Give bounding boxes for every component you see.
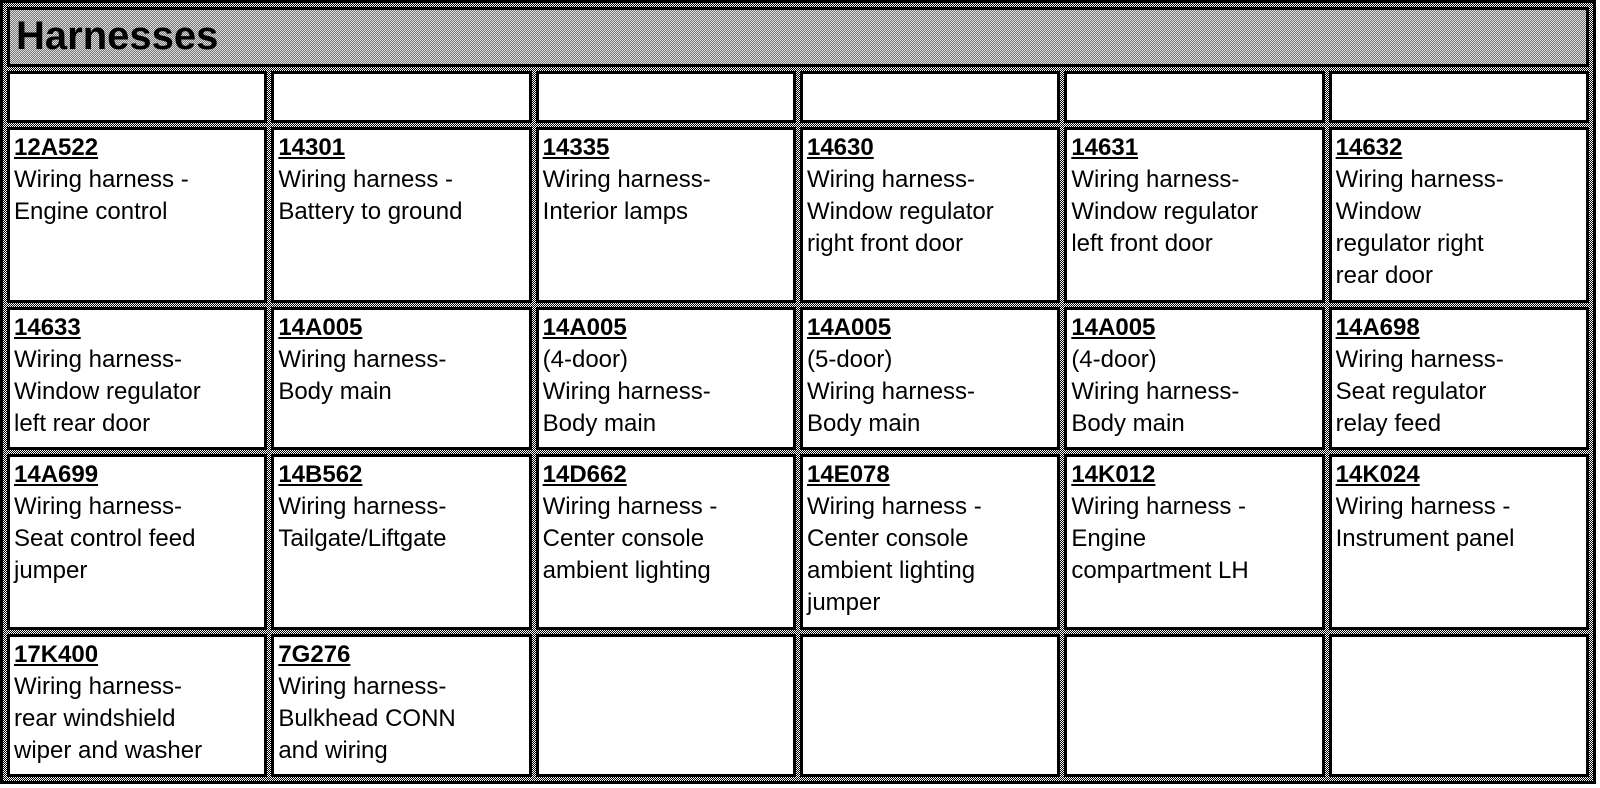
header-cell (7, 71, 268, 123)
harness-code-link[interactable]: 14D662 (542, 460, 627, 488)
harness-code-link[interactable]: 7G276 (278, 641, 351, 669)
harness-code-link[interactable]: 14K012 (1071, 460, 1156, 488)
harness-description: Wiring harness - Center console ambient … (806, 492, 982, 616)
empty-cell (535, 634, 796, 777)
harness-cell: 14A005 (4-door) Wiring harness- Body main (1064, 307, 1325, 450)
harness-code-link[interactable]: 14A005 (1071, 314, 1156, 341)
harness-cell: 14A005 (4-door) Wiring harness- Body main (535, 307, 796, 450)
header-row (7, 71, 1589, 123)
harness-description: Wiring harness- Window regulator left fr… (1071, 165, 1259, 257)
harness-cell: 14E078 Wiring harness - Center console am… (799, 453, 1061, 631)
harness-description: Wiring harness- Body main (278, 346, 447, 405)
harness-cell: 14301 Wiring harness - Battery to ground (271, 126, 532, 303)
table-row: 14633 Wiring harness- Window regulator le… (7, 307, 1589, 450)
empty-cell (799, 634, 1061, 777)
harness-code-link[interactable]: 14301 (278, 133, 346, 161)
harness-description: Wiring harness- Window regulator left re… (14, 346, 201, 437)
empty-cell (1064, 634, 1325, 777)
header-cell (1328, 71, 1589, 123)
harness-code-link[interactable]: 14632 (1335, 133, 1403, 161)
harness-description: Wiring harness- Tailgate/Liftgate (278, 492, 447, 552)
harness-description: Wiring harness- Window regulator right f… (806, 165, 994, 257)
header-cell (1064, 71, 1325, 123)
harness-description: Wiring harness - Engine control (14, 165, 189, 225)
harness-cell: 14A699 Wiring harness- Seat control feed … (7, 453, 268, 631)
harness-cell: 14K024 Wiring harness - Instrument panel (1328, 453, 1589, 631)
harnesses-table: Harnesses 12A522 Wiring harness - Engine … (3, 3, 1593, 781)
harness-description: Wiring harness - Battery to ground (278, 165, 463, 225)
harness-description: Wiring harness- Seat regulator relay fee… (1335, 346, 1504, 437)
harness-code-link[interactable]: 14335 (542, 133, 610, 161)
harness-code-link[interactable]: 14631 (1071, 133, 1139, 161)
header-cell (799, 71, 1061, 123)
harness-description: Wiring harness- Window regulator right r… (1335, 165, 1504, 289)
harness-description: Wiring harness - Engine compartment LH (1071, 492, 1249, 584)
harness-code-link[interactable]: 14A699 (14, 460, 99, 488)
harness-description: Wiring harness- Seat control feed jumper (14, 492, 196, 584)
harness-code-link[interactable]: 14A698 (1335, 314, 1420, 341)
harness-cell: 14632 Wiring harness- Window regulator ri… (1328, 126, 1589, 303)
harness-cell: 14A005 Wiring harness- Body main (271, 307, 532, 450)
harness-description: (5-door) Wiring harness- Body main (806, 346, 976, 437)
harness-code-link[interactable]: 17K400 (14, 641, 99, 669)
harness-cell: 17K400 Wiring harness- rear windshield wi… (7, 634, 268, 777)
table-row: 17K400 Wiring harness- rear windshield wi… (7, 634, 1589, 777)
harness-cell: 14D662 Wiring harness - Center console am… (535, 453, 796, 631)
harness-code-link[interactable]: 12A522 (14, 133, 99, 161)
harness-description: Wiring harness - Instrument panel (1335, 492, 1515, 552)
harness-cell: 14335 Wiring harness- Interior lamps (535, 126, 796, 303)
harness-code-link[interactable]: 14A005 (806, 314, 892, 341)
harness-cell: 7G276 Wiring harness- Bulkhead CONN and w… (271, 634, 532, 777)
harness-code-link[interactable]: 14630 (806, 133, 874, 161)
harness-cell: 14A005 (5-door) Wiring harness- Body main (799, 307, 1061, 450)
harness-cell: 14633 Wiring harness- Window regulator le… (7, 307, 268, 450)
harness-description: Wiring harness- rear windshield wiper an… (14, 673, 203, 765)
harness-code-link[interactable]: 14E078 (806, 460, 890, 488)
harness-code-link[interactable]: 14A005 (278, 314, 363, 341)
harness-cell: 14630 Wiring harness- Window regulator ri… (799, 126, 1061, 303)
harness-description: Wiring harness- Bulkhead CONN and wiring (278, 673, 456, 765)
harness-cell: 14A698 Wiring harness- Seat regulator rel… (1328, 307, 1589, 450)
harness-description: (4-door) Wiring harness- Body main (542, 346, 711, 437)
table-row: 14A699 Wiring harness- Seat control feed … (7, 453, 1589, 631)
harness-cell: 14K012 Wiring harness - Engine compartmen… (1064, 453, 1325, 631)
harness-code-link[interactable]: 14A005 (542, 314, 627, 341)
table-title: Harnesses (7, 7, 1589, 68)
harness-code-link[interactable]: 14633 (14, 314, 81, 341)
harness-cell: 12A522 Wiring harness - Engine control (7, 126, 268, 303)
harness-cell: 14B562 Wiring harness- Tailgate/Liftgate (271, 453, 532, 631)
table-row: 12A522 Wiring harness - Engine control 143… (7, 126, 1589, 303)
harness-description: Wiring harness- Interior lamps (542, 165, 711, 225)
harness-description: Wiring harness - Center console ambient … (542, 492, 718, 584)
harness-code-link[interactable]: 14B562 (278, 460, 363, 488)
empty-cell (1328, 634, 1589, 777)
harness-code-link[interactable]: 14K024 (1335, 460, 1420, 488)
header-cell (271, 71, 532, 123)
harness-description: (4-door) Wiring harness- Body main (1071, 346, 1240, 437)
harness-cell: 14631 Wiring harness- Window regulator le… (1064, 126, 1325, 303)
header-cell (535, 71, 796, 123)
